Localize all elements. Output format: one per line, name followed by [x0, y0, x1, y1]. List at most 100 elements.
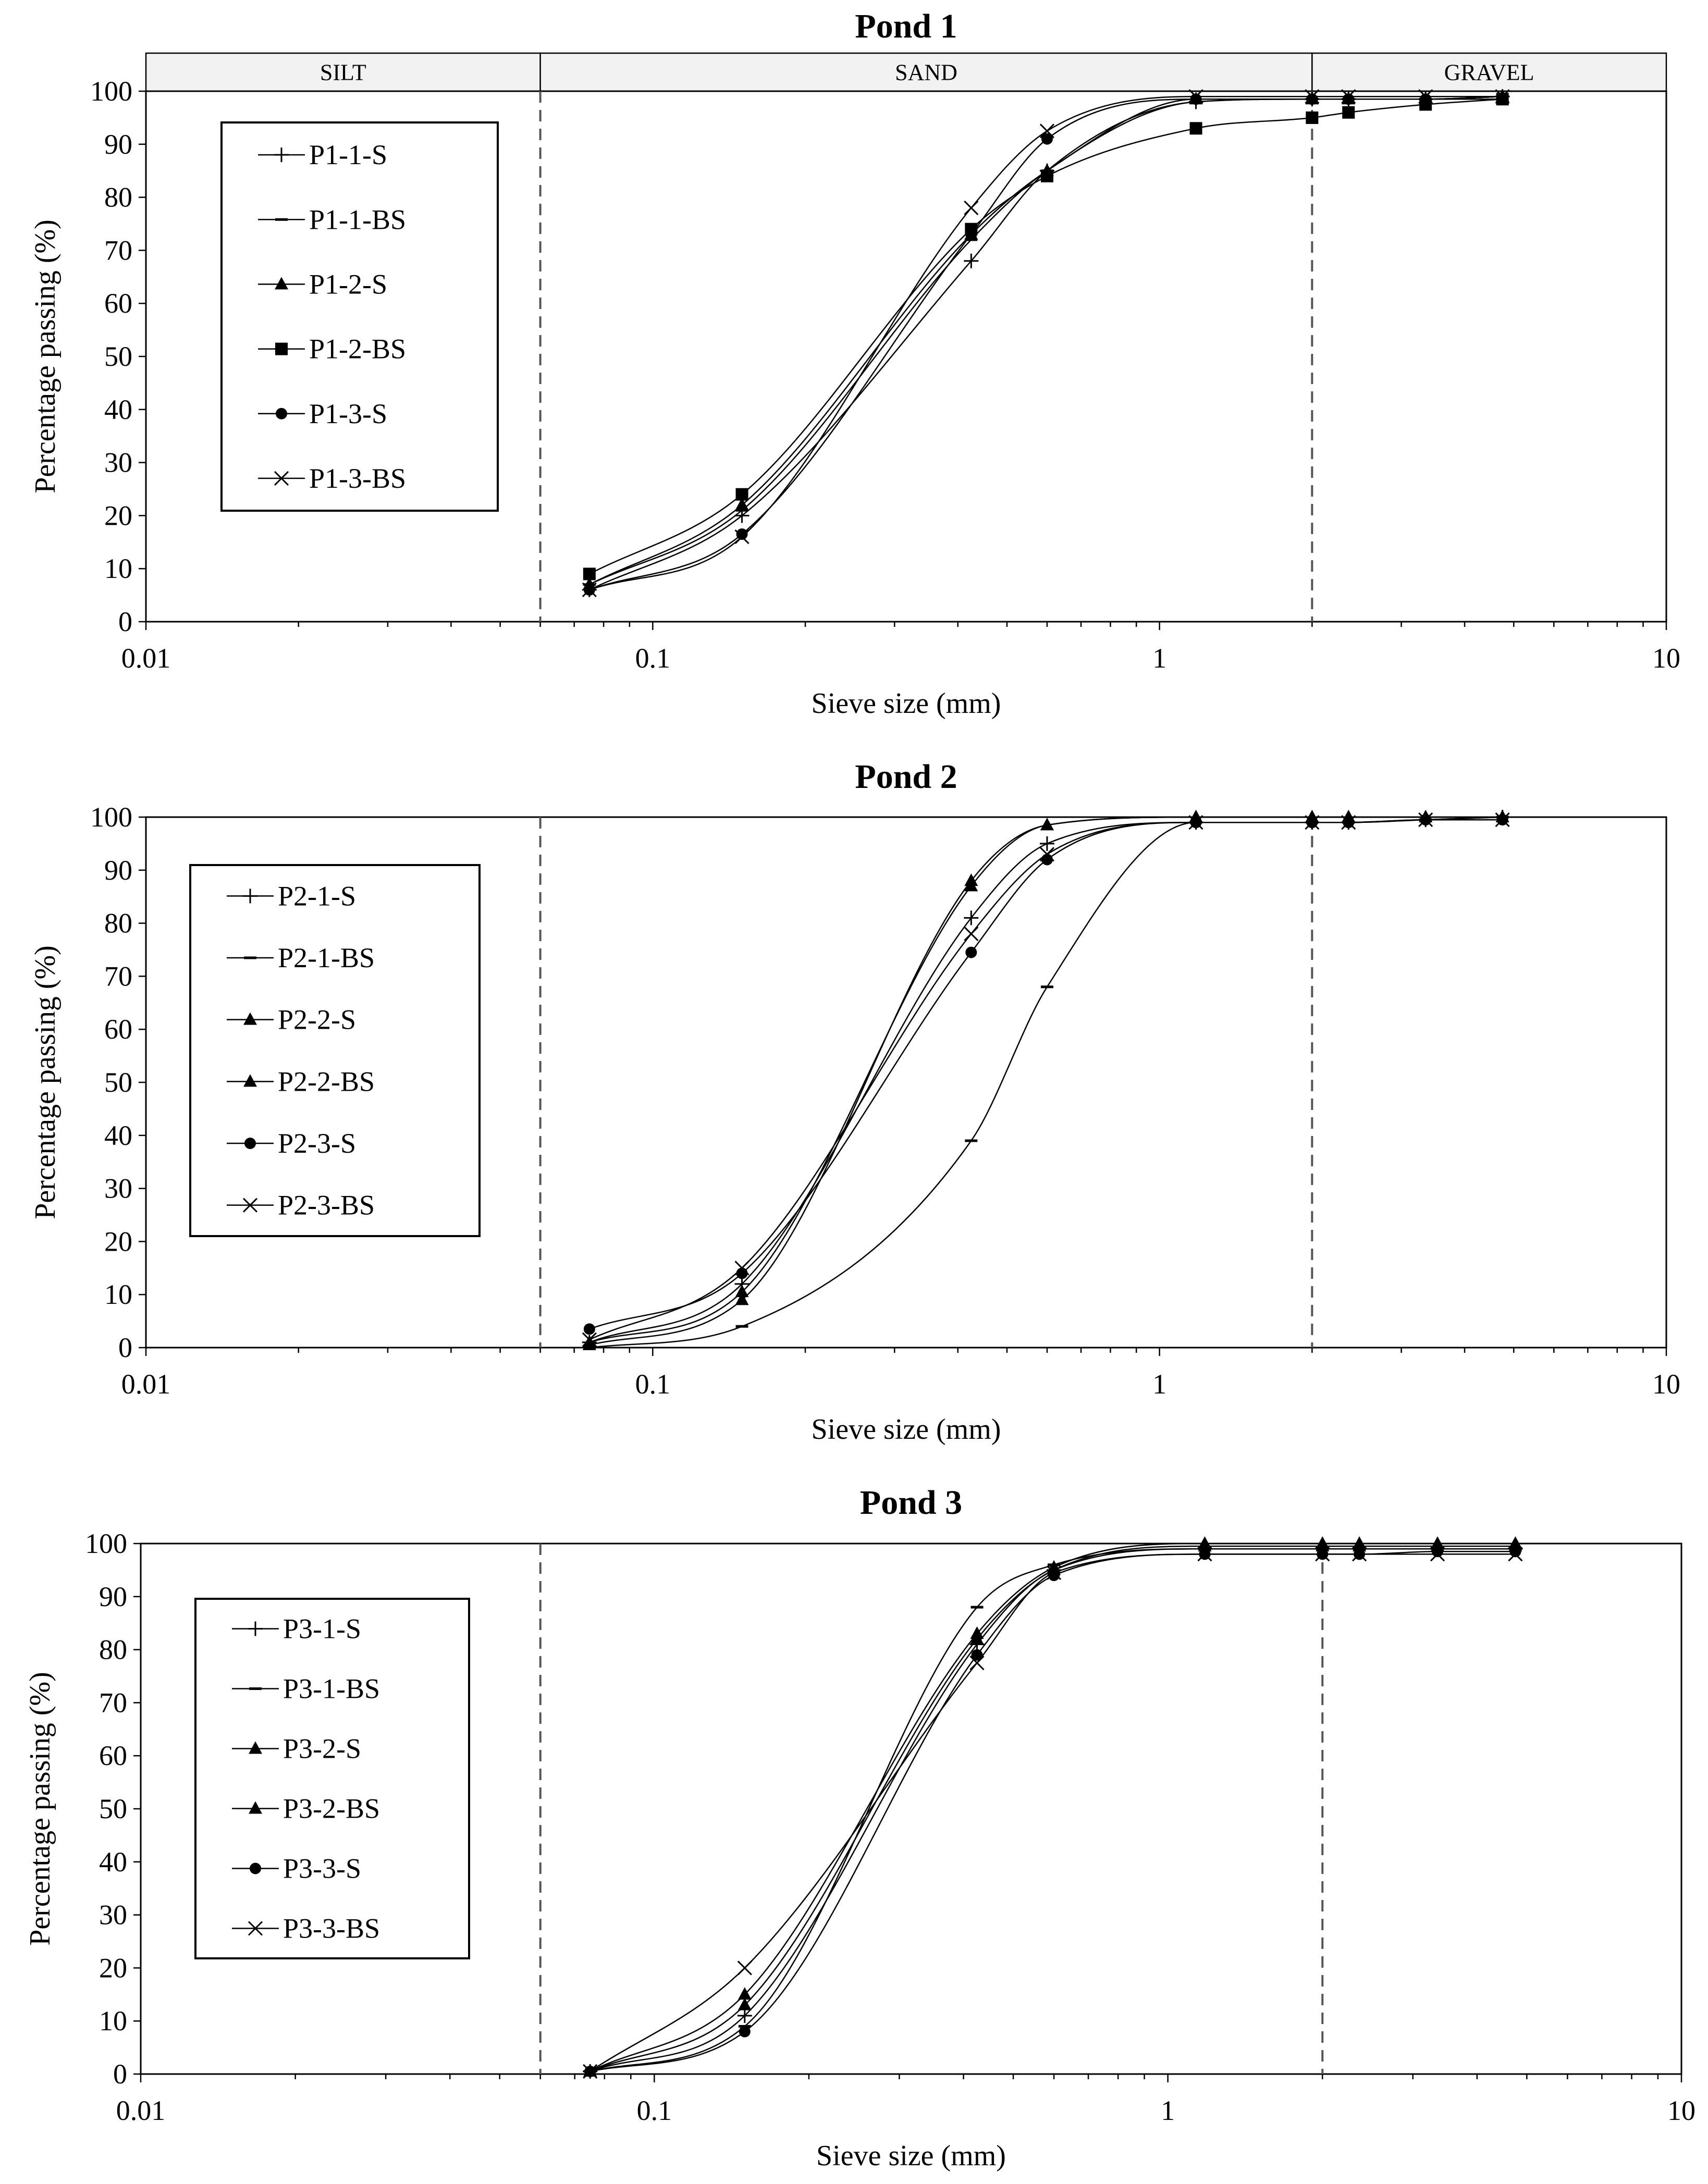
legend-marker	[249, 1741, 262, 1754]
data-point	[1418, 89, 1433, 104]
y-axis: 0 10 20 30 40 50 60 70 80 90 100 Percentage passing…	[24, 1528, 141, 2090]
x-tick-label: 1	[1152, 1368, 1166, 1400]
legend-marker	[243, 889, 257, 904]
series-line	[589, 819, 1503, 1340]
data-point	[1352, 1547, 1367, 1562]
band-silt	[145, 52, 541, 92]
legend: P1-1-S P1-1-BS P1-2-S P1-2-BS P1-3-S P1-3-BS	[220, 121, 499, 512]
y-tick-label: 70	[99, 1687, 127, 1718]
y-tick-label: 90	[99, 1581, 127, 1612]
data-point	[1418, 812, 1433, 828]
data-point	[738, 1987, 752, 2000]
data-point	[964, 253, 979, 268]
x-tick-label: 10	[1652, 643, 1680, 674]
legend-marker	[250, 1862, 261, 1874]
legend-item: P3-3-BS	[232, 1913, 380, 1944]
y-tick-label: 30	[104, 447, 132, 478]
legend-item: P2-1-S	[227, 880, 356, 911]
legend-label: P2-1-S	[278, 880, 356, 911]
legend-item: P1-3-S	[258, 398, 387, 429]
legend-label: P1-1-BS	[309, 204, 406, 235]
series-line	[589, 1543, 1516, 2072]
chart-pond-1: Pond 1 SILT SAND GRAVEL 0 10 20 30 40 50 60 70 80 90 1…	[29, 7, 1680, 720]
data-point	[583, 2064, 598, 2079]
y-tick-label: 0	[118, 1332, 132, 1363]
series-line	[589, 95, 1503, 591]
band-sand	[539, 52, 1313, 92]
data-point	[1197, 1547, 1212, 1562]
x-tick-label: 10	[1667, 2095, 1695, 2126]
y-tick-label: 60	[104, 288, 132, 319]
data-point	[1188, 815, 1203, 830]
data-point	[1188, 89, 1203, 104]
legend: P2-1-S P2-1-BS P2-2-S P2-2-BS P2-3-S P2-3-BS	[189, 864, 481, 1237]
chart-title: Pond 2	[855, 758, 957, 796]
y-tick-label: 40	[104, 394, 132, 425]
series-line	[589, 1548, 1516, 2072]
data-point	[737, 1960, 752, 1976]
legend-label: P2-1-BS	[278, 942, 375, 973]
data-point	[1040, 169, 1053, 182]
legend-item: P3-3-S	[232, 1853, 361, 1884]
data-point	[1341, 89, 1356, 104]
y-axis-label: Percentage passing (%)	[24, 1672, 56, 1946]
soil-band-header: SILT SAND GRAVEL	[145, 52, 1667, 92]
y-tick-label: 80	[99, 1634, 127, 1665]
data-point	[583, 1323, 595, 1335]
legend-label: P3-1-BS	[283, 1673, 380, 1705]
data-point	[971, 1649, 983, 1661]
legend-label: P1-3-BS	[309, 463, 406, 494]
x-tick-label: 0.01	[121, 1368, 171, 1400]
y-tick-label: 10	[99, 2005, 127, 2037]
data-point	[1508, 1547, 1523, 1562]
data-point	[964, 200, 979, 216]
data-point	[1316, 1539, 1330, 1552]
legend-label: P1-2-BS	[309, 334, 406, 365]
legend-label: P3-3-S	[283, 1853, 361, 1884]
data-point	[964, 879, 978, 892]
legend: P3-1-S P3-1-BS P3-2-S P3-2-BS P3-3-S P3-3-BS	[194, 1598, 470, 1959]
data-point	[1315, 1547, 1330, 1562]
data-point	[964, 910, 979, 926]
x-tick-label: 0.1	[635, 643, 671, 674]
series-line	[589, 1545, 1516, 2072]
legend-label: P3-2-S	[283, 1733, 361, 1765]
data-point	[1189, 122, 1202, 135]
data-point	[734, 1261, 749, 1276]
data-point	[735, 498, 749, 511]
legend-label: P2-2-S	[278, 1004, 356, 1035]
band-label-sand: SAND	[895, 60, 957, 85]
data-point	[739, 2026, 751, 2038]
legend-marker	[275, 277, 288, 290]
chart-title: Pond 1	[855, 7, 957, 45]
y-tick-label: 30	[104, 1173, 132, 1204]
y-tick-label: 30	[99, 1899, 127, 1931]
y-tick-label: 100	[85, 1528, 127, 1559]
x-axis: 0.01 0.1 1 10 Sieve size (mm)	[121, 1348, 1680, 1446]
data-point	[1048, 1570, 1060, 1582]
data-point	[582, 582, 597, 597]
data-point	[1039, 847, 1055, 862]
chart-title: Pond 3	[860, 1484, 962, 1522]
legend-marker	[248, 1621, 263, 1636]
data-point	[1353, 1539, 1367, 1552]
x-axis-label: Sieve size (mm)	[812, 1413, 1001, 1446]
series-p3-3-bs	[583, 1547, 1523, 2079]
data-point	[735, 1285, 749, 1298]
data-point	[1430, 1547, 1445, 1562]
x-tick-label: 0.01	[121, 643, 171, 674]
data-point	[1495, 812, 1510, 828]
band-label-gravel: GRAVEL	[1444, 60, 1534, 85]
legend-label: P2-3-S	[278, 1128, 356, 1159]
legend-item: P1-3-BS	[258, 463, 406, 494]
x-tick-label: 10	[1652, 1368, 1680, 1400]
data-point	[1341, 815, 1356, 830]
x-axis: 0.01 0.1 1 10 Sieve size (mm)	[121, 622, 1680, 720]
legend-item: P1-2-BS	[258, 334, 406, 365]
data-point	[736, 1267, 748, 1279]
series-line	[589, 98, 1503, 575]
legend-item: P2-2-S	[227, 1004, 356, 1035]
y-tick-label: 40	[99, 1846, 127, 1878]
y-tick-label: 50	[99, 1793, 127, 1824]
